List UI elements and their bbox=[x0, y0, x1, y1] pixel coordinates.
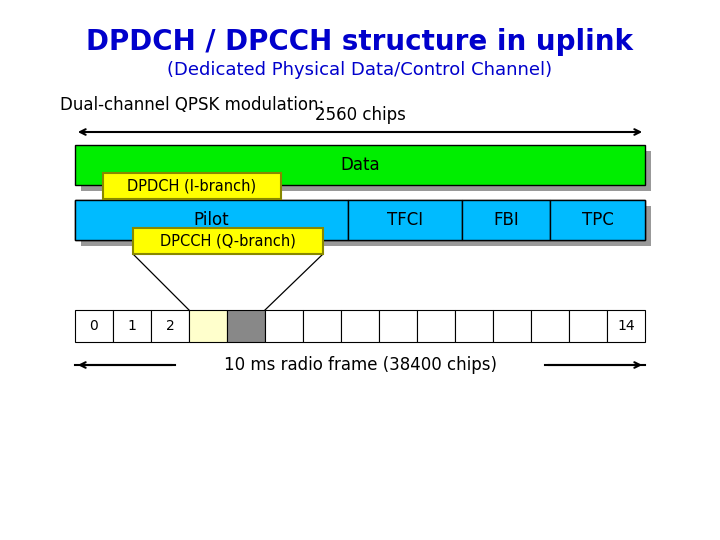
Text: 2560 chips: 2560 chips bbox=[315, 106, 405, 124]
Text: 14: 14 bbox=[617, 319, 635, 333]
Bar bbox=[227, 310, 265, 342]
Text: TPC: TPC bbox=[582, 211, 613, 229]
Bar bbox=[417, 310, 455, 342]
Text: Dual-channel QPSK modulation:: Dual-channel QPSK modulation: bbox=[60, 96, 324, 114]
Bar bbox=[607, 310, 645, 342]
Text: DPDCH (I-branch): DPDCH (I-branch) bbox=[127, 179, 256, 193]
Text: 10 ms radio frame (38400 chips): 10 ms radio frame (38400 chips) bbox=[223, 356, 497, 374]
Bar bbox=[81, 151, 651, 191]
Text: FBI: FBI bbox=[493, 211, 519, 229]
Bar bbox=[189, 310, 227, 342]
Bar bbox=[348, 200, 462, 240]
Text: 2: 2 bbox=[166, 319, 174, 333]
Bar bbox=[113, 310, 151, 342]
Bar bbox=[133, 228, 323, 254]
Bar bbox=[531, 310, 569, 342]
Bar bbox=[303, 310, 341, 342]
Text: 1: 1 bbox=[127, 319, 136, 333]
Bar bbox=[569, 310, 607, 342]
Bar bbox=[455, 310, 493, 342]
Bar bbox=[462, 200, 550, 240]
Bar bbox=[493, 310, 531, 342]
Bar bbox=[75, 310, 113, 342]
Bar bbox=[265, 310, 303, 342]
Bar bbox=[103, 173, 281, 199]
Bar bbox=[151, 310, 189, 342]
Text: Pilot: Pilot bbox=[194, 211, 229, 229]
Text: Data: Data bbox=[340, 156, 380, 174]
Text: 0: 0 bbox=[89, 319, 99, 333]
Bar bbox=[81, 206, 651, 246]
Bar bbox=[379, 310, 417, 342]
Text: DPDCH / DPCCH structure in uplink: DPDCH / DPCCH structure in uplink bbox=[86, 28, 634, 56]
Bar bbox=[75, 200, 348, 240]
Text: DPCCH (Q-branch): DPCCH (Q-branch) bbox=[160, 233, 296, 248]
Bar bbox=[75, 145, 645, 185]
Bar bbox=[341, 310, 379, 342]
Text: (Dedicated Physical Data/Control Channel): (Dedicated Physical Data/Control Channel… bbox=[168, 61, 552, 79]
Bar bbox=[550, 200, 645, 240]
Bar bbox=[75, 200, 645, 240]
Text: TFCI: TFCI bbox=[387, 211, 423, 229]
